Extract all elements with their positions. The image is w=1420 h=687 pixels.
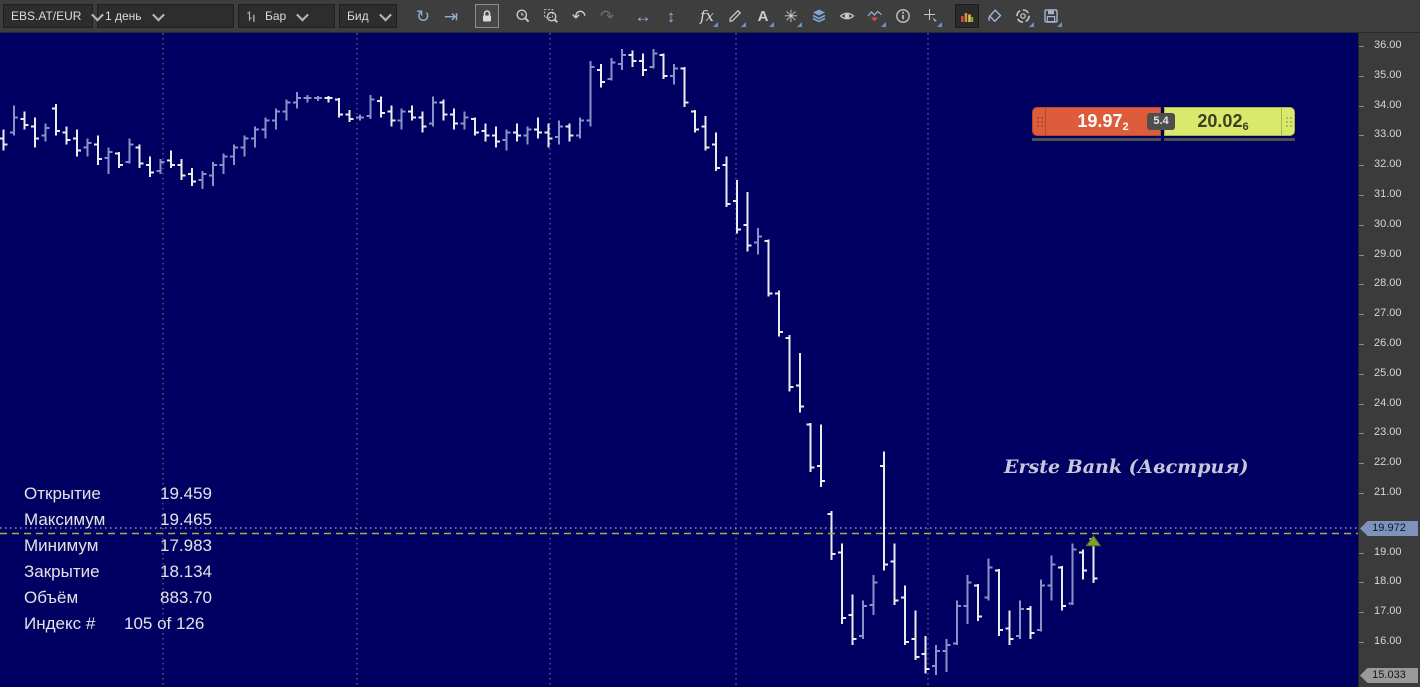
spread-badge: 5.4 <box>1147 113 1175 130</box>
chart-type-dropdown-label: Бар <box>265 9 287 23</box>
info-row: Максимум 19.465 <box>24 510 212 529</box>
axis-label: 17.00 <box>1374 605 1402 618</box>
draw-tool-icon[interactable] <box>723 4 747 28</box>
axis-tick <box>1359 75 1364 77</box>
background-color-icon[interactable] <box>983 4 1007 28</box>
toolbar-icon-group: ↻ ⇥ ↶ ↷ ↔ ↕ fx A ✳ <box>401 4 1065 28</box>
chevron-down-icon <box>151 8 165 21</box>
axis-label: 19.00 <box>1374 545 1402 558</box>
cursor-price-tag: 15.033 <box>1360 668 1418 683</box>
axis-tick <box>1359 195 1364 196</box>
price-axis[interactable]: 36.00 35.00 34.00 33.00 32.00 31.00 30.00 29.00… <box>1358 33 1420 687</box>
axis-tick <box>1359 284 1364 286</box>
quote-shadow-bar <box>1032 138 1161 141</box>
axis-label: 27.00 <box>1374 307 1402 320</box>
lock-scroll-icon[interactable] <box>475 4 499 28</box>
axis-tick <box>1359 105 1364 107</box>
info-row: Открытие 19.459 <box>24 484 212 503</box>
bid-price: 19.972 <box>1077 111 1129 133</box>
axis-label: 29.00 <box>1374 247 1402 260</box>
patterns-icon[interactable] <box>863 4 887 28</box>
chart-type-dropdown[interactable]: Бар <box>238 4 335 28</box>
undo-icon[interactable]: ↶ <box>571 6 587 26</box>
axis-tick <box>1359 433 1364 435</box>
axis-label: 22.00 <box>1374 456 1402 469</box>
v-scale-icon[interactable]: ↕ <box>666 6 676 26</box>
toolbar: EBS.AT/EUR 1 день Бар Бид ↻ ⇥ ↶ ↷ ↔ ↕ fx A ✳ <box>0 0 1420 33</box>
period-dropdown-label: 1 день <box>105 9 142 23</box>
snapshot-icon[interactable] <box>1011 4 1035 28</box>
axis-label: 26.00 <box>1374 337 1402 349</box>
h-scale-icon[interactable]: ↔ <box>634 6 652 26</box>
bar-style-icon[interactable] <box>955 4 979 28</box>
axis-tick <box>1359 165 1364 167</box>
axis-tick <box>1359 135 1364 137</box>
axis-label: 28.00 <box>1374 277 1402 290</box>
bar-chart-icon <box>246 9 260 24</box>
chevron-down-icon <box>296 8 310 21</box>
drag-grip-icon[interactable] <box>1033 108 1046 135</box>
zoom-time-icon[interactable] <box>511 4 535 28</box>
symbol-dropdown[interactable]: EBS.AT/EUR <box>3 4 105 28</box>
axis-label: 33.00 <box>1374 128 1402 141</box>
axis-label: 34.00 <box>1374 98 1402 111</box>
save-icon[interactable] <box>1039 4 1063 28</box>
drag-grip-icon[interactable] <box>1281 108 1294 135</box>
axis-tick <box>1359 373 1364 375</box>
axis-tick <box>1359 642 1364 643</box>
objects-icon[interactable]: ✳ <box>779 4 803 28</box>
info-row: Минимум 17.983 <box>24 536 212 555</box>
axis-tick <box>1359 344 1364 345</box>
axis-tick <box>1359 463 1364 465</box>
axis-tick <box>1359 224 1364 226</box>
axis-tick <box>1359 46 1364 47</box>
quote-panel: 19.972 20.026 5.4 <box>1032 107 1295 141</box>
axis-label: 24.00 <box>1374 396 1402 409</box>
chart-canvas[interactable] <box>0 0 1358 687</box>
sell-bid-button[interactable]: 19.972 <box>1032 107 1161 136</box>
axis-tick <box>1359 612 1364 614</box>
quote-shadow-bar <box>1164 138 1295 141</box>
period-dropdown[interactable]: 1 день <box>97 4 234 28</box>
price-type-dropdown-label: Бид <box>347 9 369 23</box>
layers-icon[interactable] <box>807 4 831 28</box>
info-icon[interactable] <box>891 4 915 28</box>
zoom-rect-icon[interactable] <box>539 4 563 28</box>
axis-tick <box>1359 314 1364 316</box>
chevron-down-icon <box>378 8 392 21</box>
go-to-latest-icon[interactable]: ⇥ <box>443 6 459 26</box>
axis-tick <box>1359 582 1364 584</box>
buy-ask-button[interactable]: 20.026 <box>1164 107 1295 136</box>
axis-tick <box>1359 254 1364 256</box>
axis-label: 31.00 <box>1374 188 1402 200</box>
axis-label: 36.00 <box>1374 39 1402 51</box>
bid-price-tag: 19.972 <box>1360 521 1418 536</box>
indicators-icon[interactable]: fx <box>695 4 719 28</box>
instrument-watermark: Erste Bank (Австрия) <box>1004 456 1249 478</box>
price-type-dropdown[interactable]: Бид <box>339 4 397 28</box>
axis-tick <box>1359 403 1364 405</box>
info-row: Закрытие 18.134 <box>24 562 212 581</box>
text-tool-icon[interactable]: A <box>751 4 775 28</box>
ohlc-info-panel: Открытие 19.459 Максимум 19.465 Минимум 17.98… <box>24 481 212 637</box>
crosshair-icon[interactable] <box>919 4 943 28</box>
axis-label: 25.00 <box>1374 366 1402 379</box>
axis-label: 30.00 <box>1374 217 1402 230</box>
refresh-icon[interactable]: ↻ <box>415 6 431 26</box>
ask-price: 20.026 <box>1197 111 1249 133</box>
axis-label: 32.00 <box>1374 158 1402 171</box>
axis-tick <box>1359 493 1364 494</box>
axis-tick <box>1359 552 1364 554</box>
axis-label: 16.00 <box>1374 635 1402 647</box>
axis-label: 21.00 <box>1374 486 1402 498</box>
symbol-dropdown-label: EBS.AT/EUR <box>11 9 82 23</box>
info-row: Индекс #105 of 126 <box>24 614 205 633</box>
axis-label: 23.00 <box>1374 426 1402 439</box>
axis-label: 35.00 <box>1374 68 1402 81</box>
redo-icon[interactable]: ↷ <box>599 6 615 26</box>
info-row: Объём 883.70 <box>24 588 212 607</box>
visibility-icon[interactable] <box>835 4 859 28</box>
axis-label: 18.00 <box>1374 575 1402 588</box>
